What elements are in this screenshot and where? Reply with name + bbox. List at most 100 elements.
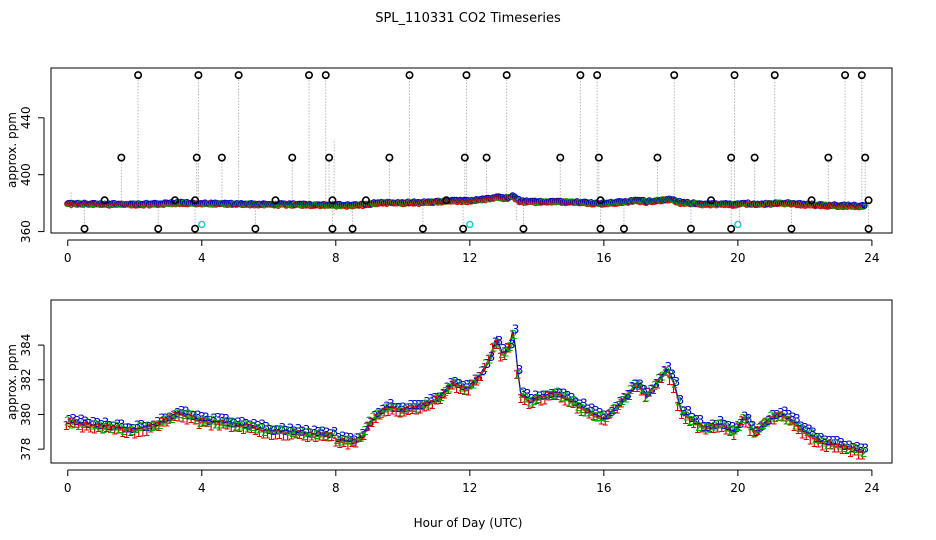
series-3-point: 3 <box>709 417 717 431</box>
series-3-point: 3 <box>644 386 652 400</box>
series-1-point: 1 <box>263 427 271 441</box>
outlier-point <box>653 153 662 162</box>
series-3-point: 3 <box>472 372 480 386</box>
series-1-point: 1 <box>320 430 328 444</box>
series-2-point: 2 <box>205 415 213 429</box>
series-2-point: 2 <box>333 433 341 447</box>
series-1-point: 1 <box>774 410 782 424</box>
outlier-point <box>482 153 491 162</box>
series-2-point: 2 <box>237 419 245 433</box>
series-1-point: 1 <box>432 394 440 408</box>
series-3-point: 3 <box>178 404 186 418</box>
series-3-point: 3 <box>669 367 677 381</box>
series-1-point: 1 <box>135 426 143 440</box>
series-2-point: 2 <box>671 377 679 391</box>
series-3-point: 3 <box>544 388 552 402</box>
series-1-point: 1 <box>296 428 304 442</box>
series-3-point: 3 <box>134 419 142 433</box>
series-1-point: 1 <box>670 382 678 396</box>
series-1-point: 1 <box>243 421 251 435</box>
series-3-point: 3 <box>717 414 725 428</box>
series-1-point: 1 <box>231 420 239 434</box>
series-1-point: 1 <box>259 428 267 442</box>
series-1-point: 1 <box>70 417 78 431</box>
series-2-point: 2 <box>836 439 844 453</box>
series-2-point: 2 <box>784 413 792 427</box>
series-3-point: 3 <box>455 377 463 391</box>
series-3-point: 3 <box>821 434 829 448</box>
series-1-point: 1 <box>625 389 633 403</box>
series-1-point: 1 <box>573 403 581 417</box>
series-1-point: 1 <box>412 403 420 417</box>
series-1-point: 1 <box>529 397 537 411</box>
series-1-point: 1 <box>171 410 179 424</box>
series-3-point: 3 <box>214 411 222 425</box>
series-2-point: 2 <box>221 416 229 430</box>
series-1-point: 1 <box>859 449 867 463</box>
series-1-point: 1 <box>115 423 123 437</box>
series-1-point: 1 <box>356 431 364 445</box>
series-3-point: 3 <box>439 387 447 401</box>
series-1-point: 1 <box>838 443 846 457</box>
series-1-point: 1 <box>822 441 830 455</box>
series-3-point: 3 <box>516 363 524 377</box>
series-1-point: 1 <box>541 394 549 408</box>
series-3-point: 3 <box>347 431 355 445</box>
series-3-point: 3 <box>608 405 616 419</box>
series-2-point: 2 <box>253 423 261 437</box>
upper-y-tick-label: 440 <box>19 106 33 129</box>
series-2-point: 2 <box>687 414 695 428</box>
series-1-point: 1 <box>609 403 617 417</box>
upper-x-tick-label: 12 <box>462 251 477 265</box>
series-3-point: 3 <box>319 425 327 439</box>
series-2-point: 2 <box>579 402 587 416</box>
upper-x-tick-label: 8 <box>332 251 340 265</box>
lower-y-axis: 378 380 382 384 <box>19 334 45 461</box>
series-3-point: 3 <box>825 434 833 448</box>
series-2-point: 2 <box>619 394 627 408</box>
series-2-point: 2 <box>747 419 755 433</box>
series-2-point: 2 <box>595 410 603 424</box>
series-3-point: 3 <box>805 422 813 436</box>
series-3-point: 3 <box>186 409 194 423</box>
series-2-point: 2 <box>229 416 237 430</box>
lower-plot-frame <box>50 299 893 464</box>
series-2-point: 2 <box>209 414 217 428</box>
series-2-point: 2 <box>88 419 96 433</box>
series-1-point: 1 <box>66 416 74 430</box>
series-3-point: 3 <box>367 415 375 429</box>
series-1-point: 1 <box>300 429 308 443</box>
series-1-point: 1 <box>159 415 167 429</box>
series-3-point: 3 <box>729 420 737 434</box>
series-2-point: 2 <box>406 401 414 415</box>
series-1-point: 1 <box>364 419 372 433</box>
series-2-point: 2 <box>808 427 816 441</box>
series-2-point: 2 <box>357 430 365 444</box>
series-1-point: 1 <box>324 430 332 444</box>
outlier-point <box>361 196 370 205</box>
series-1-point: 1 <box>770 414 778 428</box>
series-1-point: 1 <box>83 419 91 433</box>
series-1-point: 1 <box>175 410 183 424</box>
series-3-point: 3 <box>242 417 250 431</box>
series-3-point: 3 <box>749 419 757 433</box>
outlier-point <box>460 153 469 162</box>
series-2-point: 2 <box>442 385 450 399</box>
lower-x-tick-label: 16 <box>596 481 611 495</box>
series-2-point: 2 <box>506 340 514 354</box>
series-3-point: 3 <box>564 389 572 403</box>
series-2-point: 2 <box>611 402 619 416</box>
series-1-point: 1 <box>613 402 621 416</box>
series-2-point: 2 <box>715 417 723 431</box>
series-1-point: 1 <box>396 406 404 420</box>
series-1-point: 1 <box>469 377 477 391</box>
series-2-point: 2 <box>201 414 209 428</box>
series-1-point: 1 <box>662 364 670 378</box>
series-3-point: 3 <box>781 405 789 419</box>
series-3-point: 3 <box>447 376 455 390</box>
lower-y-tick-label: 384 <box>19 334 33 357</box>
series-1-point: 1 <box>782 413 790 427</box>
series-1-point: 1 <box>742 416 750 430</box>
series-1-point: 1 <box>718 421 726 435</box>
